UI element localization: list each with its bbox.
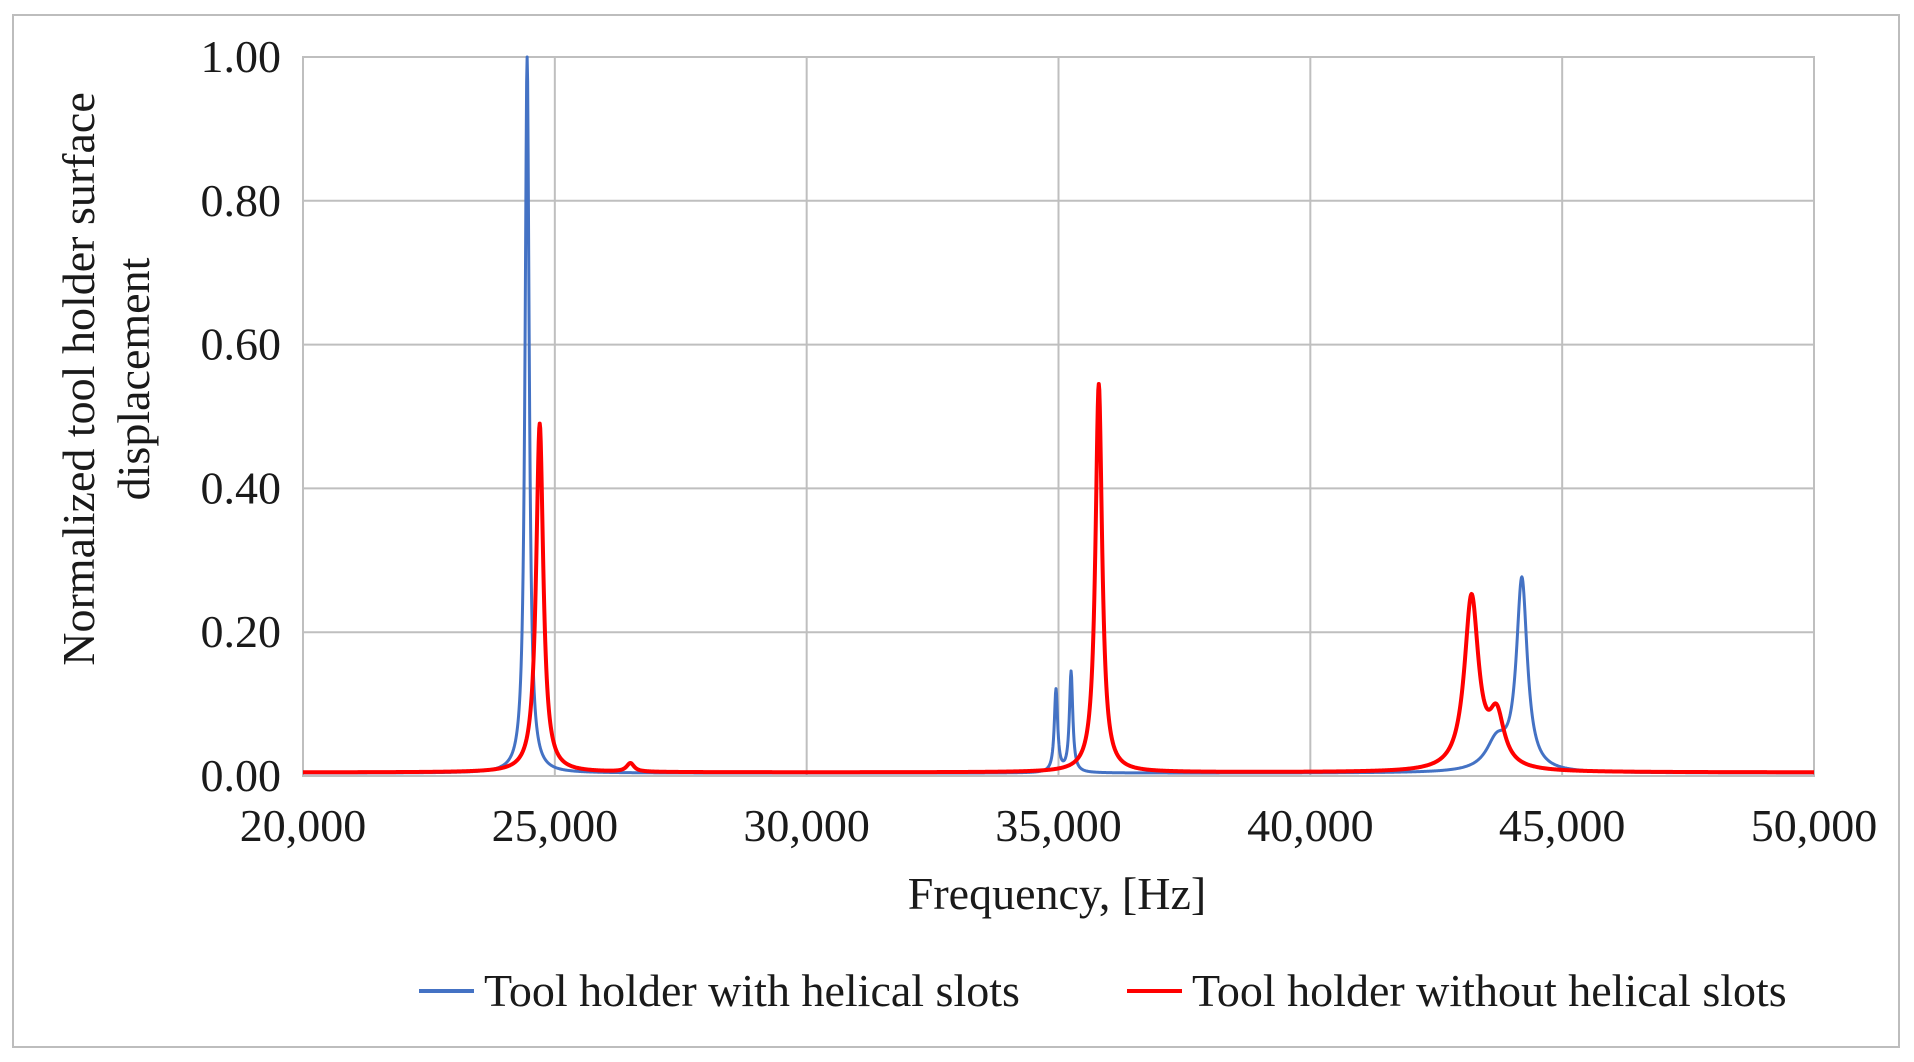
y-tick-label: 0.60 bbox=[201, 319, 282, 370]
y-axis-title-line-1: Normalized tool holder surface bbox=[53, 92, 104, 666]
legend-label-with-slots: Tool holder with helical slots bbox=[484, 965, 1020, 1016]
legend: Tool holder with helical slots Tool hold… bbox=[419, 965, 1787, 1016]
y-tick-labels: 0.00 0.20 0.40 0.60 0.80 1.00 bbox=[201, 31, 282, 801]
y-tick-label: 0.40 bbox=[201, 462, 282, 513]
y-tick-label: 0.00 bbox=[201, 750, 282, 801]
plot-border bbox=[302, 56, 1815, 777]
x-tick-label: 30,000 bbox=[743, 800, 870, 851]
x-tick-label: 35,000 bbox=[995, 800, 1122, 851]
x-axis-title: Frequency, [Hz] bbox=[908, 868, 1206, 919]
y-axis-title-line-2: displacement bbox=[108, 257, 159, 500]
x-tick-label: 50,000 bbox=[1751, 800, 1878, 851]
x-tick-label: 25,000 bbox=[492, 800, 619, 851]
x-tick-label: 45,000 bbox=[1499, 800, 1626, 851]
x-tick-labels: 20,000 25,000 30,000 35,000 40,000 45,000 50,0… bbox=[240, 800, 1878, 851]
chart-frame: 0.00 0.20 0.40 0.60 0.80 1.00 20,000 25,000 30,… bbox=[12, 14, 1900, 1048]
y-tick-label: 1.00 bbox=[201, 31, 282, 82]
series-line-without-slots bbox=[301, 382, 1816, 775]
series-layer bbox=[301, 55, 1816, 775]
y-tick-label: 0.80 bbox=[201, 175, 282, 226]
x-tick-label: 20,000 bbox=[240, 800, 367, 851]
series-line-with-slots bbox=[302, 55, 1815, 775]
frequency-response-chart: 0.00 0.20 0.40 0.60 0.80 1.00 20,000 25,000 30,… bbox=[53, 31, 1878, 1016]
x-tick-label: 40,000 bbox=[1247, 800, 1374, 851]
legend-label-without-slots: Tool holder without helical slots bbox=[1192, 965, 1787, 1016]
y-tick-label: 0.20 bbox=[201, 606, 282, 657]
